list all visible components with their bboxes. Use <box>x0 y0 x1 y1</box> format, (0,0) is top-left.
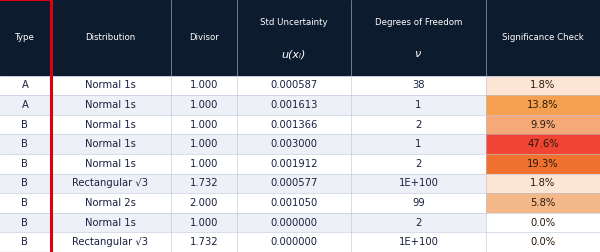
Text: B: B <box>22 178 28 188</box>
Text: 0.001912: 0.001912 <box>270 159 317 169</box>
Text: 19.3%: 19.3% <box>527 159 559 169</box>
Bar <box>0 95 600 115</box>
Bar <box>486 134 600 154</box>
Text: Normal 1s: Normal 1s <box>85 100 136 110</box>
Text: Std Uncertainty: Std Uncertainty <box>260 18 328 27</box>
Bar <box>486 213 600 232</box>
Bar <box>486 232 600 252</box>
Text: 13.8%: 13.8% <box>527 100 559 110</box>
Bar <box>0 0 600 76</box>
Text: Type: Type <box>15 33 35 42</box>
Text: 5.8%: 5.8% <box>530 198 556 208</box>
Bar <box>0 0 51 252</box>
Bar <box>486 154 600 174</box>
Text: A: A <box>22 80 28 90</box>
Bar <box>486 95 600 115</box>
Text: 0.0%: 0.0% <box>530 217 556 228</box>
Bar <box>0 174 600 193</box>
Text: 2.000: 2.000 <box>190 198 218 208</box>
Text: 2: 2 <box>415 217 422 228</box>
Text: 0.000577: 0.000577 <box>270 178 317 188</box>
Text: Normal 2s: Normal 2s <box>85 198 136 208</box>
Text: 1E+100: 1E+100 <box>398 237 438 247</box>
Bar <box>0 115 600 134</box>
Text: 0.001366: 0.001366 <box>270 120 317 130</box>
Text: B: B <box>22 139 28 149</box>
Bar <box>486 193 600 213</box>
Bar <box>0 76 600 95</box>
Text: B: B <box>22 159 28 169</box>
Text: 1.000: 1.000 <box>190 120 218 130</box>
Text: Distribution: Distribution <box>85 33 136 42</box>
Text: Normal 1s: Normal 1s <box>85 139 136 149</box>
Text: B: B <box>22 217 28 228</box>
Text: 1E+100: 1E+100 <box>398 178 438 188</box>
Text: 1.000: 1.000 <box>190 217 218 228</box>
Bar <box>486 115 600 134</box>
Text: A: A <box>22 100 28 110</box>
Text: 9.9%: 9.9% <box>530 120 556 130</box>
Text: Normal 1s: Normal 1s <box>85 120 136 130</box>
Text: 1.000: 1.000 <box>190 80 218 90</box>
Text: 2: 2 <box>415 159 422 169</box>
Text: 1.8%: 1.8% <box>530 80 556 90</box>
Text: 0.000000: 0.000000 <box>270 237 317 247</box>
Text: Significance Check: Significance Check <box>502 33 584 42</box>
Text: 1: 1 <box>415 100 422 110</box>
Text: Normal 1s: Normal 1s <box>85 159 136 169</box>
Bar <box>486 76 600 95</box>
Text: 47.6%: 47.6% <box>527 139 559 149</box>
Text: B: B <box>22 198 28 208</box>
Text: B: B <box>22 237 28 247</box>
Text: Rectangular √3: Rectangular √3 <box>73 178 148 188</box>
Bar <box>0 193 600 213</box>
Text: 1.000: 1.000 <box>190 100 218 110</box>
Text: B: B <box>22 120 28 130</box>
Text: 0.000587: 0.000587 <box>270 80 317 90</box>
Bar <box>0 134 600 154</box>
Text: 99: 99 <box>412 198 425 208</box>
Text: 0.003000: 0.003000 <box>270 139 317 149</box>
Text: 1.8%: 1.8% <box>530 178 556 188</box>
Text: 0.000000: 0.000000 <box>270 217 317 228</box>
Text: 1.732: 1.732 <box>190 237 218 247</box>
Text: 1: 1 <box>415 139 422 149</box>
Bar <box>486 174 600 193</box>
Text: ν: ν <box>415 49 421 59</box>
Text: 1.000: 1.000 <box>190 139 218 149</box>
Bar <box>0 154 600 174</box>
Text: Degrees of Freedom: Degrees of Freedom <box>374 18 462 27</box>
Text: Normal 1s: Normal 1s <box>85 217 136 228</box>
Text: 0.001613: 0.001613 <box>270 100 317 110</box>
Text: Normal 1s: Normal 1s <box>85 80 136 90</box>
Text: u(xᵢ): u(xᵢ) <box>281 49 306 59</box>
Bar <box>0 232 600 252</box>
Text: 0.0%: 0.0% <box>530 237 556 247</box>
Text: 1.000: 1.000 <box>190 159 218 169</box>
Text: 1.732: 1.732 <box>190 178 218 188</box>
Bar <box>0 213 600 232</box>
Text: Rectangular √3: Rectangular √3 <box>73 237 148 247</box>
Text: 0.001050: 0.001050 <box>270 198 317 208</box>
Text: 38: 38 <box>412 80 425 90</box>
Text: 2: 2 <box>415 120 422 130</box>
Text: Divisor: Divisor <box>189 33 218 42</box>
